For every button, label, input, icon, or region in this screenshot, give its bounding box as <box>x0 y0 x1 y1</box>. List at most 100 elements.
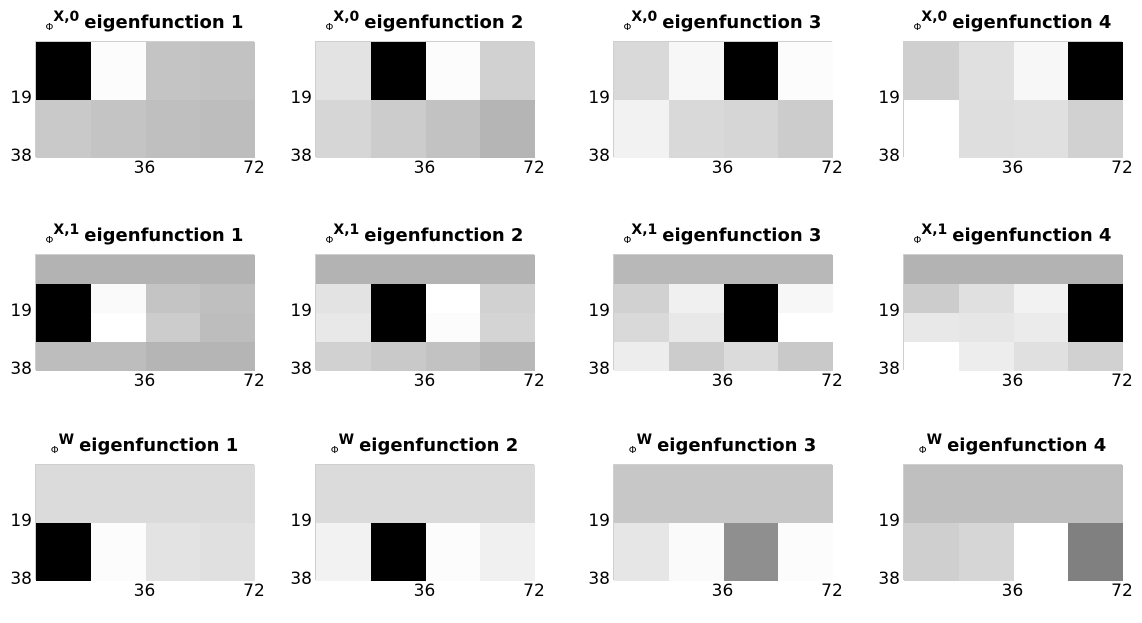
title-superscript: X,0 <box>53 9 80 25</box>
heatmap-cell <box>778 523 834 581</box>
heatmap-cell <box>480 255 536 284</box>
y-tick-label: 19 <box>878 511 900 531</box>
heatmap-cell <box>1013 42 1069 100</box>
heatmap-cell <box>958 42 1014 100</box>
heatmap-cell <box>370 313 426 342</box>
y-tick-label: 19 <box>10 511 32 531</box>
heatmap-cell <box>614 42 669 100</box>
heatmap-cell <box>370 42 426 100</box>
y-tick-label: 19 <box>588 88 610 108</box>
heatmap-cell <box>1068 342 1124 371</box>
heatmap-panel: ΦX,1 eigenfunction 3 19 38 36 72 <box>578 213 863 413</box>
heatmap-cell <box>90 284 146 313</box>
heatmap-panel: ΦW eigenfunction 4 19 38 36 72 <box>868 423 1142 623</box>
heatmap-cell <box>480 100 536 158</box>
heatmap-cell <box>904 523 959 581</box>
heatmap-plot-area <box>35 41 256 158</box>
title-text: eigenfunction 3 <box>657 435 817 456</box>
title-phi-symbol: Φ <box>45 22 54 33</box>
y-tick-label: 19 <box>588 511 610 531</box>
panel-title: ΦX,1 eigenfunction 3 <box>624 213 822 247</box>
heatmap-cell <box>480 523 536 581</box>
heatmap-cell <box>370 100 426 158</box>
x-tick-label: 72 <box>523 581 545 601</box>
panel-title: ΦW eigenfunction 1 <box>51 423 239 457</box>
heatmap-plot-area <box>35 254 256 371</box>
heatmap-panel: ΦX,1 eigenfunction 1 19 38 36 72 <box>0 213 285 413</box>
heatmap-cell <box>425 100 481 158</box>
y-tick-label: 38 <box>588 359 610 379</box>
heatmap-cell <box>480 284 536 313</box>
heatmap-cell <box>904 100 959 158</box>
heatmap-cell <box>370 342 426 371</box>
heatmap-cell <box>36 523 91 581</box>
title-superscript: W <box>636 432 653 448</box>
heatmap-cell <box>316 284 371 313</box>
heatmap-cell <box>200 42 256 100</box>
y-tick-label: 19 <box>290 301 312 321</box>
y-tick-label: 19 <box>290 511 312 531</box>
heatmap-cell <box>1068 465 1124 523</box>
heatmap-cell <box>723 42 779 100</box>
heatmap-cell <box>778 255 834 284</box>
heatmap-cell <box>36 465 91 523</box>
title-superscript: W <box>338 432 355 448</box>
heatmap-cell <box>958 100 1014 158</box>
heatmap-cell <box>425 255 481 284</box>
y-tick-label: 38 <box>290 359 312 379</box>
title-text: eigenfunction 2 <box>359 435 519 456</box>
heatmap-cell <box>200 284 256 313</box>
x-tick-label: 36 <box>413 158 436 178</box>
heatmap-cell <box>36 342 91 371</box>
heatmap-cell <box>480 342 536 371</box>
heatmap-cell <box>1013 100 1069 158</box>
x-tick-label: 72 <box>1111 371 1133 391</box>
heatmap-cell <box>1068 523 1124 581</box>
y-tick-label: 38 <box>878 146 900 166</box>
title-text: eigenfunction 4 <box>952 12 1112 33</box>
heatmap-plot-area <box>613 41 834 158</box>
heatmap-cell <box>425 342 481 371</box>
heatmap-cell <box>958 284 1014 313</box>
heatmap-cell <box>370 523 426 581</box>
title-phi-symbol: Φ <box>50 445 59 456</box>
heatmap-cell <box>145 465 201 523</box>
heatmap-cell <box>36 100 91 158</box>
heatmap-plot-area <box>35 464 256 581</box>
heatmap-cell <box>958 313 1014 342</box>
title-text: eigenfunction 3 <box>662 225 822 246</box>
panel-title: ΦX,0 eigenfunction 3 <box>624 0 822 34</box>
heatmap-cell <box>904 42 959 100</box>
x-tick-label: 36 <box>413 371 436 391</box>
y-tick-label: 19 <box>588 301 610 321</box>
heatmap-cell <box>370 465 426 523</box>
title-phi-symbol: Φ <box>325 22 334 33</box>
heatmap-plot-area <box>613 254 834 371</box>
x-tick-label: 72 <box>523 371 545 391</box>
y-tick-label: 38 <box>290 146 312 166</box>
title-text: eigenfunction 1 <box>84 225 244 246</box>
title-text: eigenfunction 2 <box>364 12 524 33</box>
title-phi-symbol: Φ <box>913 235 922 246</box>
x-tick-label: 36 <box>133 158 156 178</box>
heatmap-panel: ΦX,1 eigenfunction 2 19 38 36 72 <box>280 213 565 413</box>
x-tick-label: 36 <box>711 581 734 601</box>
panel-title: ΦX,1 eigenfunction 2 <box>326 213 524 247</box>
x-tick-label: 36 <box>413 581 436 601</box>
panel-title: ΦX,1 eigenfunction 1 <box>46 213 244 247</box>
panel-title: ΦW eigenfunction 2 <box>331 423 519 457</box>
heatmap-cell <box>36 313 91 342</box>
heatmap-cell <box>145 523 201 581</box>
x-tick-label: 36 <box>1001 581 1024 601</box>
heatmap-cell <box>425 42 481 100</box>
heatmap-plot-area <box>315 254 536 371</box>
x-tick-label: 36 <box>133 371 156 391</box>
heatmap-cell <box>1068 313 1124 342</box>
title-phi-symbol: Φ <box>623 22 632 33</box>
x-tick-label: 36 <box>711 371 734 391</box>
title-text: eigenfunction 4 <box>947 435 1107 456</box>
heatmap-cell <box>90 42 146 100</box>
heatmap-cell <box>90 342 146 371</box>
heatmap-cell <box>1013 465 1069 523</box>
title-phi-symbol: Φ <box>628 445 637 456</box>
